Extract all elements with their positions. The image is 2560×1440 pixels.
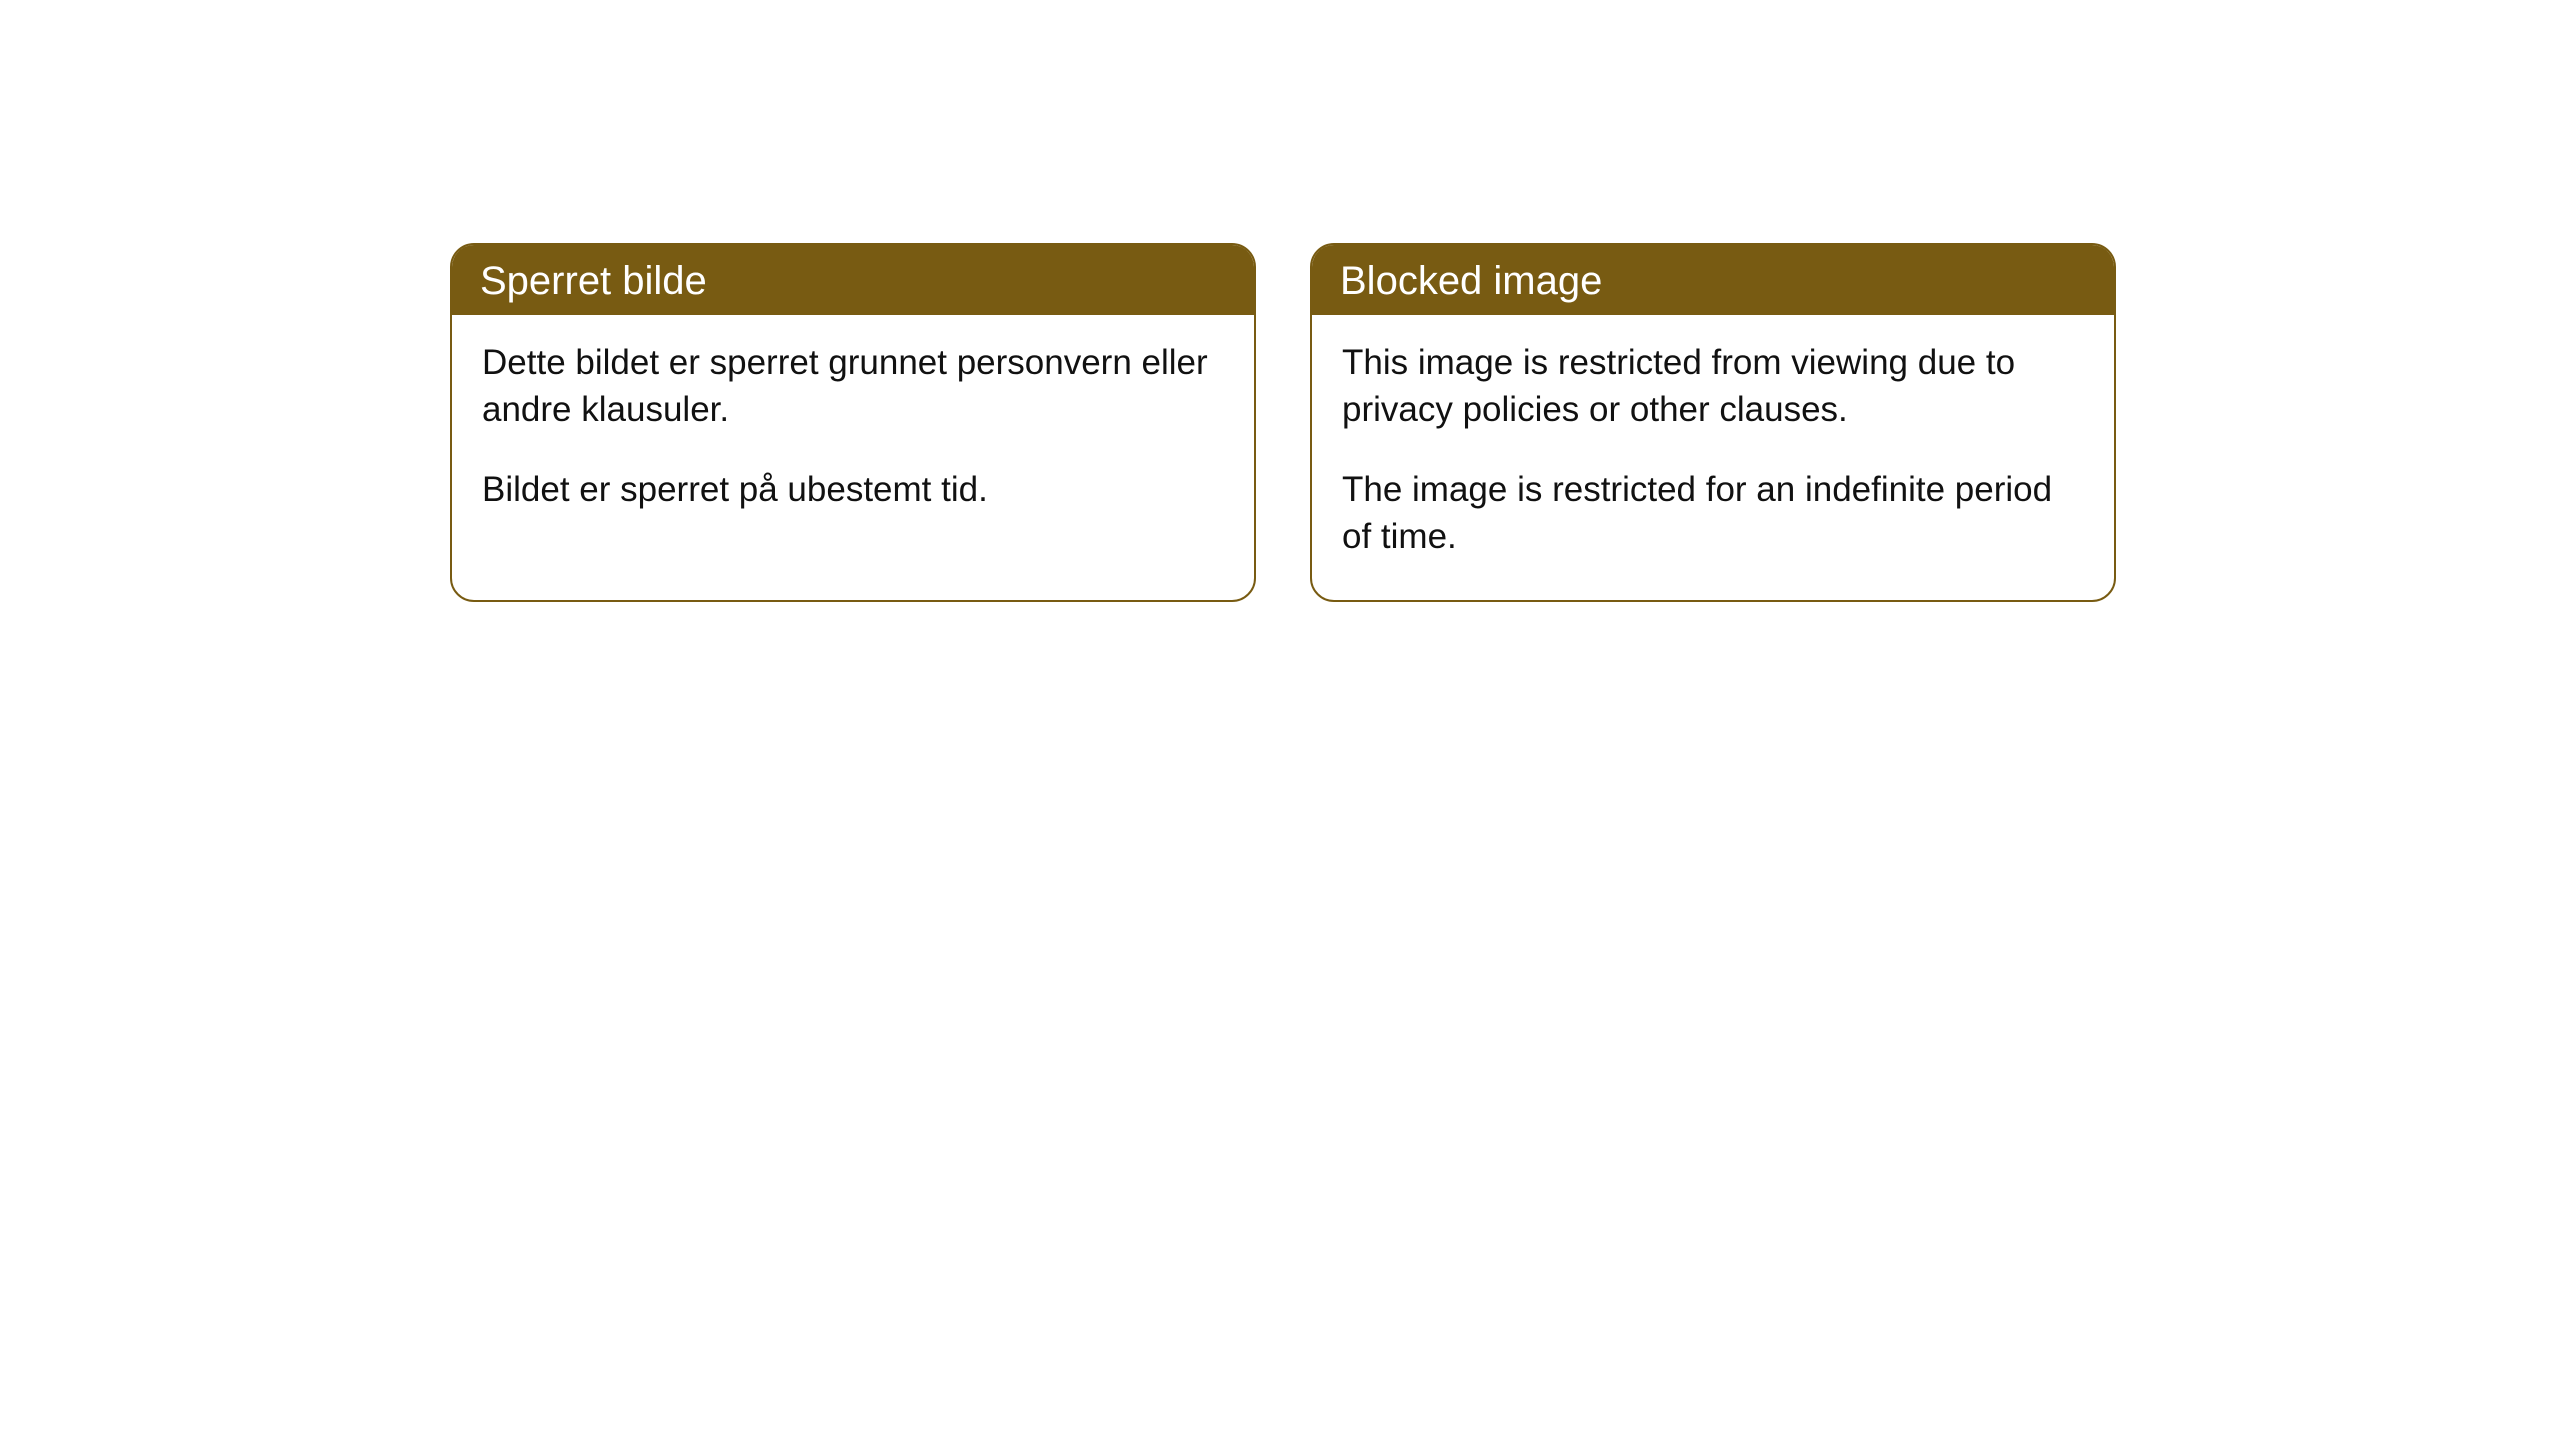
card-title: Sperret bilde xyxy=(480,259,707,303)
card-paragraph: The image is restricted for an indefinit… xyxy=(1342,466,2084,561)
blocked-image-card-english: Blocked image This image is restricted f… xyxy=(1310,243,2116,602)
card-title: Blocked image xyxy=(1340,259,1602,303)
card-body: This image is restricted from viewing du… xyxy=(1312,315,2114,600)
card-paragraph: This image is restricted from viewing du… xyxy=(1342,339,2084,434)
card-header: Sperret bilde xyxy=(452,245,1254,315)
card-paragraph: Bildet er sperret på ubestemt tid. xyxy=(482,466,1224,513)
card-body: Dette bildet er sperret grunnet personve… xyxy=(452,315,1254,553)
card-header: Blocked image xyxy=(1312,245,2114,315)
blocked-image-card-norwegian: Sperret bilde Dette bildet er sperret gr… xyxy=(450,243,1256,602)
notice-container: Sperret bilde Dette bildet er sperret gr… xyxy=(0,0,2560,602)
card-paragraph: Dette bildet er sperret grunnet personve… xyxy=(482,339,1224,434)
